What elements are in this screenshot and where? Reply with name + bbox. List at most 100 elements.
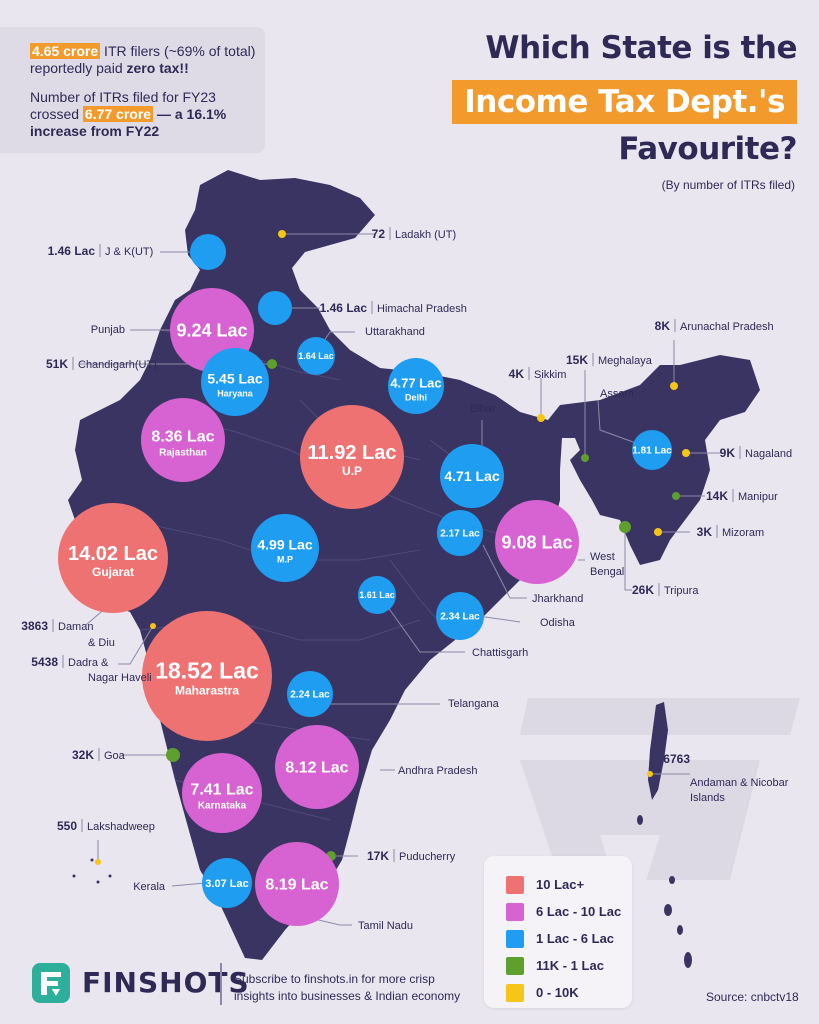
state-label: 1.46 Lac Himachal Pradesh <box>320 301 467 315</box>
bubble-circle <box>258 291 292 325</box>
state-label: Bihar <box>470 403 496 415</box>
small-dot <box>581 454 589 462</box>
bubble-circle <box>202 858 252 908</box>
label-name: Andhra Pradesh <box>398 765 478 777</box>
subscribe-line-2: insights into businesses & Indian econom… <box>234 989 461 1003</box>
bubble-state-name: Delhi <box>405 392 427 402</box>
small-dot <box>95 859 101 865</box>
lakshadweep-islands <box>72 858 112 884</box>
bubble-circle <box>437 510 483 556</box>
label-name: Tamil Nadu <box>358 920 413 932</box>
state-label: 9K Nagaland <box>720 446 792 460</box>
label-value: 15K <box>566 353 588 367</box>
state-label: 3863 Daman <box>21 619 93 633</box>
bubble-circle <box>287 671 333 717</box>
fact-2-line-2-suffix: — a 16.1% <box>153 106 227 122</box>
label-name: Ladakh (UT) <box>395 229 456 241</box>
label-value: 26K <box>632 583 654 597</box>
bubble-circle <box>300 405 404 509</box>
label-name: Goa <box>104 750 126 762</box>
footer-divider <box>220 963 222 1005</box>
bubble <box>190 234 226 270</box>
state-label: 550 Lakshadweep <box>57 819 155 833</box>
fact-1-line-2: reportedly paid zero tax!! <box>30 60 189 77</box>
label-name: Odisha <box>540 617 576 629</box>
bubble-circle <box>58 503 168 613</box>
small-dot <box>166 748 180 762</box>
state-labels: 72 Ladakh (UT) 1.46 Lac J & K(UT) 1.46 Lac Hi… <box>21 227 792 932</box>
state-label: Assam <box>600 388 634 400</box>
subtitle: (By number of ITRs filed) <box>661 178 795 192</box>
andaman-nicobar-islands <box>637 702 692 968</box>
small-dot <box>670 382 678 390</box>
label-name: Arunachal Pradesh <box>680 321 774 333</box>
label-name: Daman <box>58 621 93 633</box>
state-label: 72 Ladakh (UT) <box>372 227 456 241</box>
bubble-value: 5.45 Lac <box>207 370 262 386</box>
brand-name[interactable]: FINSHOTS <box>82 966 250 999</box>
label-name: J & K(UT) <box>105 246 153 258</box>
label-name: Sikkim <box>534 369 566 381</box>
bubble-value: 9.24 Lac <box>176 320 247 340</box>
label-value: 17K <box>367 849 389 863</box>
label-name: Chattisgarh <box>472 647 528 659</box>
bubble-value: 11.92 Lac <box>308 442 397 464</box>
label-value: 9K <box>720 446 736 460</box>
state-label: Kerala <box>133 881 166 893</box>
bubble: 7.41 Lac Karnataka <box>182 753 262 833</box>
label-name: Bihar <box>470 403 496 415</box>
bubble-circle <box>275 725 359 809</box>
bubble-value: 14.02 Lac <box>68 543 158 565</box>
label-name: Nagaland <box>745 448 792 460</box>
label-value: 3863 <box>21 619 48 633</box>
state-label: Andhra Pradesh <box>398 765 478 777</box>
fact-1-line-1: 4.65 crore ITR filers (~69% of total) <box>30 43 255 60</box>
state-label: Punjab <box>91 324 125 336</box>
small-dots <box>95 230 690 865</box>
bubble-state-name: U.P <box>342 464 362 478</box>
state-label: 32K Goa <box>72 748 126 762</box>
bubble-circle <box>251 514 319 582</box>
legend-swatch <box>506 957 524 975</box>
state-label: Chattisgarh <box>472 647 528 659</box>
label-value: 4K <box>509 367 525 381</box>
bubble-circle <box>632 430 672 470</box>
small-dot <box>672 492 680 500</box>
bubble-value: 8.36 Lac <box>151 429 214 446</box>
bubble-circle <box>141 398 225 482</box>
label-name: Himachal Pradesh <box>377 303 467 315</box>
bubble-value: 4.77 Lac <box>390 375 441 390</box>
state-label: 5438 Dadra & <box>31 655 109 669</box>
bubble-value: 1.81 Lac <box>632 446 672 457</box>
fact-1-highlight: 4.65 crore <box>30 43 101 59</box>
label-name: & Diu <box>88 637 115 649</box>
label-value: 5438 <box>31 655 58 669</box>
bubble: 4.99 Lac M.P <box>251 514 319 582</box>
finshots-logo-icon[interactable] <box>32 963 70 1003</box>
bubble-value: 4.71 Lac <box>444 468 499 484</box>
bubble-value: 8.12 Lac <box>285 760 348 777</box>
bubble-value: 3.07 Lac <box>205 878 248 890</box>
state-label: 1.46 Lac J & K(UT) <box>48 244 153 258</box>
bubble-value: 1.61 Lac <box>359 590 395 600</box>
bubble: 8.12 Lac <box>275 725 359 809</box>
bubble-state-name: Gujarat <box>92 565 134 579</box>
label-name: Islands <box>690 792 725 804</box>
bubble: 1.61 Lac <box>358 576 396 614</box>
legend-label: 10 Lac+ <box>536 877 585 892</box>
title-line-2: Income Tax Dept.'s <box>452 80 797 124</box>
bubble-state-name: Rajasthan <box>159 448 207 459</box>
bubble <box>258 291 292 325</box>
state-label: Islands <box>690 792 725 804</box>
label-name: Bengal <box>590 566 624 578</box>
bubble-value: 18.52 Lac <box>155 657 259 683</box>
label-value: 14K <box>706 489 728 503</box>
state-label: 4K Sikkim <box>509 367 566 381</box>
label-value: 6763 <box>663 752 690 766</box>
state-label: Uttarakhand <box>365 326 425 338</box>
label-value: 8K <box>655 319 671 333</box>
